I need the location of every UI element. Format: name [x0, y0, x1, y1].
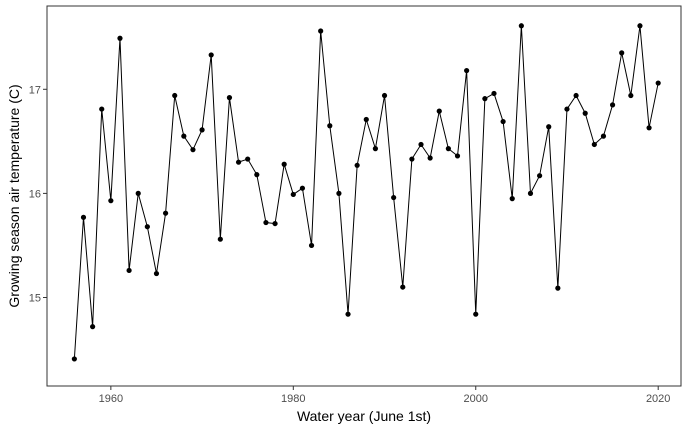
data-point: [281, 161, 287, 167]
data-point: [108, 198, 114, 204]
y-tick-label: 16: [29, 188, 41, 200]
x-tick-label: 1960: [99, 393, 123, 405]
data-point: [372, 146, 379, 152]
x-axis-title: Water year (June 1st): [297, 408, 431, 424]
data-point: [272, 220, 278, 227]
data-point: [153, 270, 160, 277]
data-point: [254, 172, 260, 178]
data-point: [500, 118, 506, 125]
data-point: [464, 67, 470, 74]
data-point: [217, 236, 223, 242]
data-point: [600, 133, 607, 139]
data-point: [564, 106, 570, 112]
data-point: [400, 284, 406, 290]
data-point: [619, 50, 625, 56]
data-point: [427, 155, 433, 161]
data-point: [162, 210, 169, 216]
data-point: [135, 190, 141, 196]
data-point: [527, 190, 534, 196]
data-point: [199, 127, 205, 133]
data-point: [637, 23, 643, 29]
data-point: [491, 90, 497, 97]
data-point: [117, 35, 123, 41]
data-point: [655, 80, 661, 86]
data-point: [454, 153, 461, 159]
data-point: [582, 110, 588, 116]
series-layer: [71, 23, 661, 362]
data-point: [71, 356, 77, 362]
data-point: [126, 267, 132, 274]
data-point: [80, 214, 87, 220]
data-point: [226, 95, 233, 101]
data-point: [509, 196, 515, 202]
data-point: [318, 28, 324, 34]
data-point: [308, 242, 315, 249]
y-axis-title: Growing season air temperature (C): [6, 84, 22, 307]
data-point: [609, 102, 616, 108]
data-point: [409, 156, 415, 162]
data-point: [445, 146, 451, 152]
data-point: [99, 106, 105, 112]
data-point: [646, 125, 652, 131]
data-point: [418, 141, 424, 148]
data-point: [208, 52, 214, 58]
data-point: [546, 124, 552, 130]
x-axis: 1960 1980 2000 2020: [99, 386, 670, 405]
data-point: [482, 96, 488, 102]
data-point: [354, 162, 360, 168]
data-point: [518, 23, 524, 29]
data-point: [345, 311, 351, 317]
data-point: [290, 191, 296, 198]
data-point: [181, 133, 187, 139]
data-point: [336, 190, 342, 196]
data-point: [436, 108, 442, 114]
y-axis: 15 16 17: [29, 84, 47, 305]
data-point: [90, 324, 96, 330]
data-point: [473, 311, 479, 317]
data-point: [190, 147, 196, 153]
x-tick-label: 2000: [464, 393, 488, 405]
x-tick-label: 1980: [281, 393, 305, 405]
data-point: [537, 173, 543, 179]
data-point: [245, 156, 251, 162]
data-point: [263, 219, 269, 226]
data-point: [327, 123, 333, 129]
data-point: [299, 185, 306, 191]
data-point: [628, 92, 634, 99]
data-point: [363, 116, 369, 123]
data-point: [235, 159, 242, 165]
data-point: [381, 92, 388, 99]
data-point: [573, 92, 579, 99]
panel-border: [46, 5, 682, 387]
data-point: [172, 92, 178, 99]
series-line: [73, 25, 659, 359]
y-tick-label: 17: [29, 84, 41, 96]
x-tick-label: 2020: [646, 393, 670, 405]
data-point: [591, 141, 597, 148]
data-point: [391, 194, 397, 201]
data-point: [144, 224, 150, 230]
y-tick-label: 15: [29, 293, 41, 305]
data-point: [555, 285, 561, 291]
